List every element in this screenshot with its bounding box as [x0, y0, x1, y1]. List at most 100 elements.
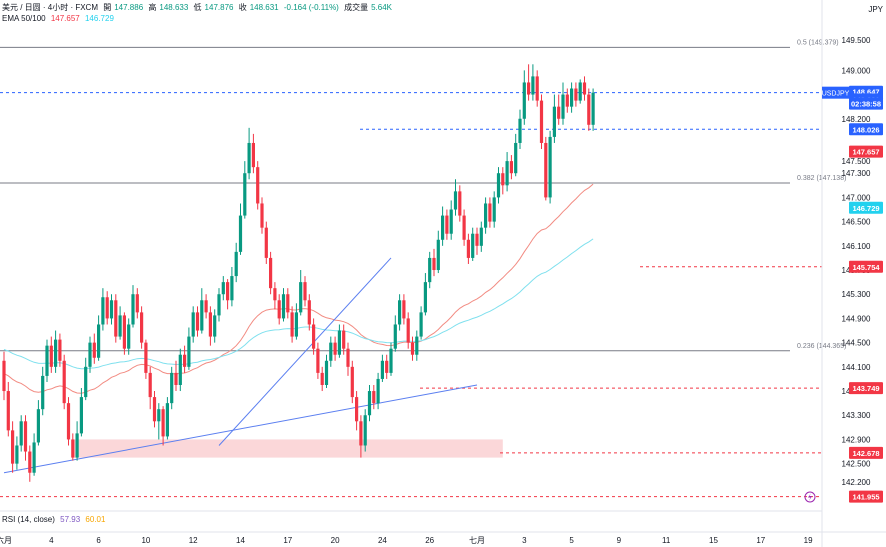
- rsi-legend[interactable]: RSI (14, close) 57.93 60.01: [2, 515, 108, 525]
- candle-body: [170, 372, 174, 404]
- candle-body: [479, 227, 483, 246]
- time-tick-label: 15: [709, 536, 718, 545]
- support-zone: [72, 439, 503, 458]
- level-price-tag: 141.955: [852, 493, 879, 502]
- candle-body: [260, 203, 264, 228]
- candle-body: [410, 342, 415, 355]
- candle-body: [28, 451, 32, 473]
- price-tick-label: 147.500: [842, 157, 871, 166]
- candle-body: [557, 106, 561, 119]
- candle-body: [234, 251, 238, 277]
- candle-body: [2, 360, 6, 392]
- candle-body: [591, 92, 595, 125]
- time-tick-label: 七月: [469, 536, 485, 545]
- candle-body: [66, 403, 71, 440]
- price-axis[interactable]: 142.200142.500142.900143.300143.700144.1…: [821, 0, 871, 547]
- horizontal-levels-layer: 0.5 (149.379)0.382 (147.138)0.236 (144.3…: [0, 39, 846, 498]
- candle-body: [578, 82, 582, 101]
- candle-body: [97, 324, 101, 358]
- trendlines-layer: [3, 257, 478, 474]
- symbol-title[interactable]: 美元 / 日圆 · 4小时 · FXCM: [2, 3, 98, 12]
- level-price-tag: 145.754: [852, 263, 880, 272]
- candle-body: [329, 342, 333, 361]
- rsi-ma-value: 60.01: [85, 515, 106, 524]
- symbol-tag: USDJPY: [822, 91, 850, 98]
- candle-body: [428, 257, 432, 283]
- candle-body: [531, 76, 535, 95]
- candle-body: [217, 294, 221, 316]
- candle-body: [432, 257, 436, 271]
- candle-body: [436, 239, 440, 271]
- candle-body: [501, 173, 505, 186]
- candle-body: [544, 142, 548, 198]
- price-tick-label: 145.300: [842, 290, 871, 299]
- candle-body: [376, 378, 380, 404]
- currency-label: JPY: [868, 5, 883, 14]
- candle-body: [303, 282, 307, 301]
- candle-body: [316, 348, 320, 373]
- candle-body: [570, 88, 574, 107]
- ema-legend[interactable]: EMA 50/100 147.657 146.729: [2, 14, 117, 24]
- ema50-value: 147.657: [50, 14, 80, 23]
- candle-body: [535, 76, 539, 101]
- price-tick-label: 144.500: [842, 339, 871, 348]
- candle-body: [471, 233, 475, 258]
- price-tick-label: 149.500: [842, 36, 871, 45]
- lightning-icon[interactable]: [804, 491, 816, 503]
- candle-body: [488, 203, 492, 222]
- candle-body: [101, 297, 105, 325]
- candle-body: [243, 173, 247, 216]
- candle-body: [256, 167, 260, 204]
- level-price-tag-bg: [849, 382, 883, 395]
- time-tick-label: 4: [49, 536, 54, 545]
- candle-body: [71, 439, 75, 458]
- current-price-tag: 146.729: [852, 204, 879, 213]
- ema100-line: [3, 238, 594, 370]
- rsi-label: RSI (14, close): [2, 515, 55, 524]
- candle-body: [84, 366, 88, 398]
- time-tick-label: 10: [141, 536, 150, 545]
- candle-body: [135, 294, 139, 313]
- symbol-tag-bg: [822, 86, 849, 99]
- candle-body: [518, 118, 522, 143]
- time-tick-label: 24: [378, 536, 387, 545]
- time-tick-label: 26: [425, 536, 434, 545]
- candle-body: [587, 94, 591, 125]
- candle-body: [333, 342, 337, 355]
- candle-body: [522, 82, 526, 119]
- candle-body: [393, 324, 397, 349]
- level-price-tag: 148.026: [852, 125, 879, 134]
- candle-body: [475, 233, 479, 246]
- time-axis[interactable]: 六月 4 6 10 12 14 17 20 24 26 七月 3 5 9 11 15 17 19: [0, 510, 886, 545]
- candle-body: [312, 324, 316, 349]
- candle-body: [105, 297, 109, 319]
- time-tick-label: 六月: [0, 535, 12, 545]
- candle-body: [200, 300, 204, 331]
- candle-body: [277, 300, 281, 319]
- price-tick-label: 144.100: [842, 363, 871, 372]
- candle-body: [385, 360, 389, 373]
- candle-body: [539, 100, 544, 143]
- candle-body: [441, 215, 445, 240]
- level-price-tag-bg: [849, 260, 883, 273]
- candle-body: [294, 312, 298, 337]
- candle-body: [350, 366, 354, 398]
- open-value: 147.886: [114, 3, 144, 12]
- candle-body: [355, 397, 359, 422]
- candle-body: [204, 300, 208, 313]
- candle-body: [148, 372, 152, 398]
- candle-body: [88, 342, 92, 367]
- candle-body: [307, 300, 311, 325]
- candle-body: [273, 288, 277, 301]
- candle-body: [445, 215, 449, 234]
- candle-body: [561, 94, 565, 119]
- candle-body: [221, 282, 225, 295]
- candle-body: [157, 409, 161, 422]
- candle-body: [54, 339, 58, 367]
- candle-body: [324, 360, 329, 385]
- candle-body: [527, 82, 531, 95]
- candle-body: [213, 315, 217, 337]
- candle-body: [118, 315, 122, 337]
- time-tick-label: 9: [617, 536, 622, 545]
